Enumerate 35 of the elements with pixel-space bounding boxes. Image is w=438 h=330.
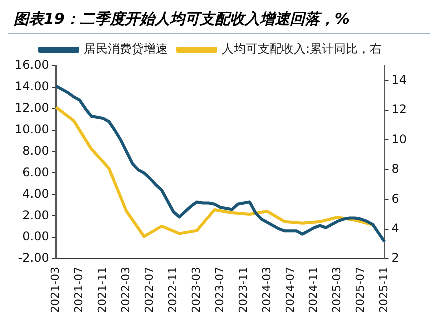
y-tick-label: 14.00 — [14, 80, 50, 94]
x-tick-label: 2021-07 — [72, 267, 86, 314]
x-tick-label: 2022-07 — [143, 267, 156, 314]
y-tick-label: 8.00 — [22, 144, 50, 158]
y2-tick-label: 10 — [392, 132, 408, 146]
x-tick-label: 2025-11 — [378, 267, 391, 314]
y-tick-label: 12.00 — [14, 101, 50, 116]
x-tick-label: 2023-11 — [236, 267, 250, 314]
y-tick-label: 2.00 — [22, 208, 50, 222]
y2-tick-label: 8 — [392, 162, 400, 176]
y2-tick-label: 14 — [392, 72, 408, 87]
x-tick-label: 2025-07 — [354, 267, 368, 314]
y2-tick-label: 6 — [392, 192, 400, 206]
x-tick-label: 2021-03 — [49, 267, 62, 314]
x-tick-label: 2024-11 — [307, 267, 320, 314]
y2-tick-label: 12 — [392, 102, 408, 117]
x-tick-label: 2023-03 — [190, 267, 203, 314]
x-tick-label: 2024-03 — [260, 267, 274, 314]
x-tick-label: 2024-07 — [284, 267, 297, 314]
y-tick-label: 0.00 — [22, 230, 50, 244]
legend-label: 居民消费贷增速 — [84, 42, 168, 56]
chart-title: 图表19：二季度开始人均可支配收入增速回落，% — [8, 8, 430, 34]
y-tick-label: 10.00 — [14, 122, 50, 136]
y-tick-label: 16.00 — [14, 58, 50, 72]
y2-tick-label: 2 — [392, 251, 400, 266]
x-tick-label: 2021-11 — [96, 267, 110, 314]
x-tick-label: 2023-07 — [213, 267, 226, 314]
x-tick-label: 2022-11 — [166, 267, 180, 314]
x-tick-label: 2022-03 — [120, 267, 133, 314]
y2-tick-label: 4 — [392, 221, 400, 236]
y-tick-label: -2.00 — [18, 251, 50, 266]
y-tick-label: 4.00 — [22, 186, 50, 201]
y-tick-label: 6.00 — [22, 165, 50, 180]
x-tick-label: 2025-03 — [330, 267, 344, 314]
legend-label: 人均可支配收入:累计同比，右 — [222, 42, 382, 56]
